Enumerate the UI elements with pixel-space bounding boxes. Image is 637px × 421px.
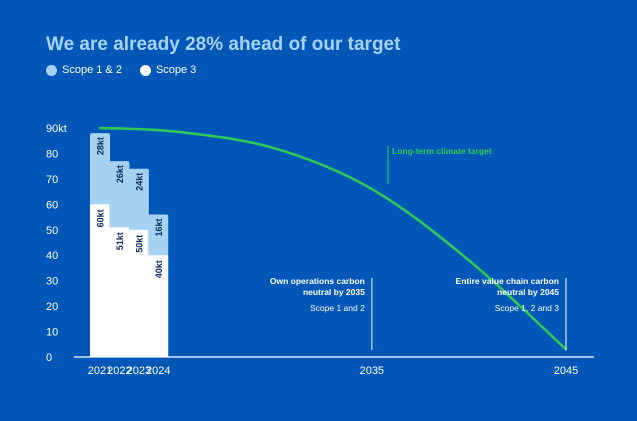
y-tick-label: 40	[46, 250, 58, 262]
chart-title: We are already 28% ahead of our target	[46, 34, 401, 55]
legend-item-scope3: Scope 3	[139, 64, 197, 76]
x-tick-label: 2045	[554, 365, 578, 377]
legend-label-scope3: Scope 3	[155, 64, 197, 76]
y-tick-label: 10	[46, 327, 58, 339]
target-line	[98, 126, 568, 351]
y-tick-label: 70	[46, 174, 58, 186]
legend: Scope 1 & 2 Scope 3	[46, 64, 196, 76]
bar-scope12	[148, 214, 169, 256]
x-tick-label: 2035	[360, 365, 384, 377]
y-tick-label: 60	[46, 199, 58, 211]
bar-label-scope3: 51kt	[115, 232, 125, 250]
target-line-label: Long-term climate target	[392, 146, 492, 156]
bar-scope3	[90, 204, 110, 357]
milestone-subtitle: Scope 1 and 2	[310, 303, 365, 313]
y-tick-label: 0	[46, 352, 52, 364]
scope3-swatch-icon	[139, 64, 151, 76]
scope12-swatch-icon	[46, 64, 57, 76]
x-tick-label: 2023	[127, 365, 151, 377]
milestone-title: Own operations carbon	[270, 276, 365, 286]
y-tick-label: 80	[46, 148, 58, 160]
y-tick-label: 30	[46, 276, 58, 288]
x-tick-label: 2024	[146, 365, 170, 377]
bar-label-scope12: 26kt	[115, 165, 125, 183]
bar-scope3	[109, 227, 130, 357]
bar-label-scope12: 28kt	[96, 137, 106, 155]
milestone-title: neutral by 2035	[303, 287, 365, 297]
legend-item-scope12: Scope 1 & 2	[46, 64, 122, 76]
x-tick-label: 2022	[107, 365, 131, 377]
y-tick-label: 20	[46, 301, 58, 313]
bar-label-scope12: 24kt	[134, 173, 144, 191]
bar-scope12	[128, 168, 149, 231]
bar-label-scope3: 60kt	[96, 209, 106, 227]
milestone-title: Entire value chain carbon	[456, 276, 559, 286]
bar-scope12	[90, 133, 110, 205]
bar-label-scope3: 50kt	[134, 235, 144, 253]
x-tick-label: 2021	[88, 365, 112, 377]
bar-scope3	[128, 229, 149, 357]
milestone-title: neutral by 2045	[497, 287, 559, 297]
bar-label-scope3: 40kt	[154, 260, 164, 278]
y-tick-label: 50	[46, 225, 58, 237]
milestone-subtitle: Scope 1, 2 and 3	[495, 303, 560, 313]
legend-label-scope12: Scope 1 & 2	[62, 64, 122, 76]
bar-scope3	[148, 255, 169, 357]
bar-label-scope12: 16kt	[154, 219, 164, 237]
y-unit-label: 90kt	[46, 123, 67, 135]
bar-scope12	[109, 161, 130, 228]
